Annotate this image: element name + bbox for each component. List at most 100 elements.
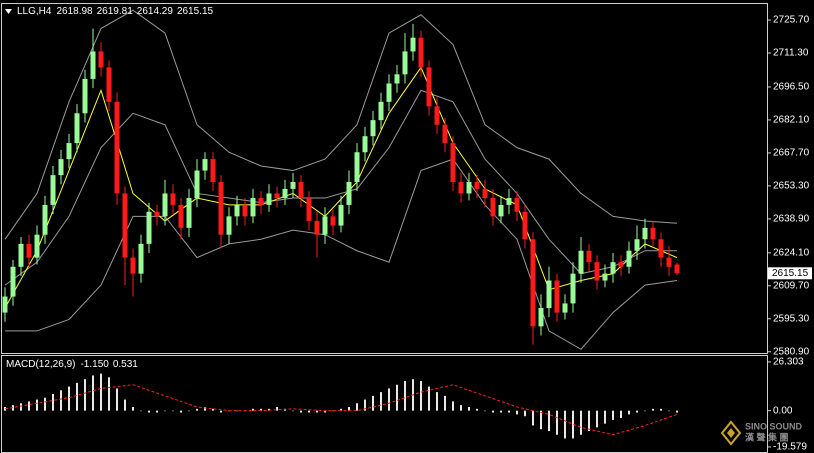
open-value: 2618.98 bbox=[56, 6, 93, 17]
candle-body bbox=[290, 182, 296, 189]
macd-bar bbox=[388, 388, 390, 411]
candle-body bbox=[58, 159, 64, 176]
macd-bar bbox=[396, 384, 398, 411]
candle-body bbox=[298, 182, 304, 199]
macd-bar bbox=[636, 410, 638, 413]
overlay-line bbox=[4, 9, 678, 240]
y-tick-label: 2638.90 bbox=[773, 214, 810, 225]
macd-bar bbox=[332, 410, 334, 412]
macd-bar bbox=[132, 406, 134, 411]
candle-body bbox=[506, 198, 512, 205]
candle-body bbox=[306, 198, 312, 221]
candle-body bbox=[194, 170, 200, 199]
macd-bar bbox=[676, 410, 678, 413]
macd-bar bbox=[668, 410, 670, 412]
candle-body bbox=[546, 280, 552, 309]
macd-bar bbox=[660, 408, 662, 411]
macd-bar bbox=[36, 399, 38, 411]
macd-bar bbox=[316, 410, 318, 413]
macd-bar bbox=[44, 397, 46, 411]
candle-body bbox=[434, 106, 440, 125]
candle-body bbox=[570, 273, 576, 304]
low-value: 2614.29 bbox=[137, 6, 174, 17]
macd-y-tick-label: -19.579 bbox=[773, 442, 807, 453]
candle-body bbox=[226, 216, 232, 235]
macd-bar bbox=[348, 406, 350, 411]
macd-bar bbox=[628, 410, 630, 415]
macd-bar bbox=[428, 386, 430, 411]
macd-bar bbox=[236, 410, 238, 412]
macd-bar bbox=[548, 410, 550, 432]
candle-body bbox=[2, 296, 8, 313]
plot-layer: 2725.70 2711.30 2696.50 2682.10 2667.70 2653.… bbox=[2, 9, 812, 453]
macd-bar bbox=[652, 408, 654, 411]
candle-body bbox=[562, 303, 568, 313]
macd-bar bbox=[540, 410, 542, 430]
macd-bar bbox=[188, 410, 190, 412]
candle-body bbox=[394, 74, 400, 84]
candle-body bbox=[410, 37, 416, 52]
candle-body bbox=[642, 227, 648, 240]
y-tick-label: 2696.50 bbox=[773, 82, 810, 93]
macd-bar bbox=[12, 405, 14, 411]
candle-body bbox=[666, 257, 672, 267]
macd-bar bbox=[292, 410, 294, 412]
current-price-box bbox=[768, 267, 812, 280]
macd-bar bbox=[564, 410, 566, 439]
macd-bar bbox=[364, 399, 366, 411]
candle-body bbox=[490, 198, 496, 217]
candle-body bbox=[74, 113, 80, 144]
candle-body bbox=[594, 262, 600, 281]
candle-body bbox=[418, 37, 424, 68]
candle-body bbox=[458, 182, 464, 194]
macd-bar bbox=[420, 381, 422, 411]
candle-body bbox=[338, 204, 344, 226]
macd-bar bbox=[204, 406, 206, 411]
candle-body bbox=[330, 216, 336, 226]
candle-body bbox=[98, 51, 104, 68]
macd-bar bbox=[252, 408, 254, 411]
macd-bar bbox=[500, 410, 502, 413]
candle-body bbox=[522, 211, 528, 240]
macd-bar bbox=[92, 375, 94, 411]
y-tick-label: 2725.70 bbox=[773, 15, 810, 26]
macd-bar bbox=[372, 395, 374, 411]
candle-body bbox=[26, 243, 32, 258]
macd-bar bbox=[324, 410, 326, 413]
header: LLG,H4 2618.98 2619.81 2614.29 2615.15 bbox=[17, 6, 214, 17]
current-price-label: 2615.15 bbox=[772, 268, 809, 279]
y-tick-label: 2682.10 bbox=[773, 115, 810, 126]
candle-body bbox=[602, 273, 608, 281]
candle-body bbox=[218, 182, 224, 235]
macd-bar bbox=[308, 410, 310, 413]
macd-header: MACD(12,26,9) -1.150 0.531 bbox=[6, 359, 138, 370]
candle-body bbox=[178, 204, 184, 228]
candle-body bbox=[514, 198, 520, 212]
y-tick-label: 2624.10 bbox=[773, 247, 810, 258]
macd-bar bbox=[140, 410, 142, 412]
candle-body bbox=[282, 188, 288, 199]
candle-body bbox=[242, 204, 248, 217]
macd-bar bbox=[196, 408, 198, 411]
macd-bar bbox=[164, 410, 166, 412]
menu-triangle[interactable] bbox=[5, 9, 12, 14]
candle-body bbox=[154, 211, 160, 217]
watermark-logo-core bbox=[727, 428, 735, 438]
macd-bar bbox=[260, 408, 262, 411]
candle-body bbox=[474, 182, 480, 189]
candle-body bbox=[146, 211, 152, 244]
macd-bar bbox=[180, 410, 182, 413]
close-value: 2615.15 bbox=[177, 6, 214, 17]
candle-body bbox=[114, 101, 120, 194]
candle-body bbox=[674, 264, 680, 274]
candle-body bbox=[538, 308, 544, 327]
candle-body bbox=[658, 239, 664, 258]
y-tick-label: 2653.30 bbox=[773, 181, 810, 192]
candle-body bbox=[66, 143, 72, 160]
macd-bar bbox=[460, 405, 462, 411]
candle-body bbox=[378, 101, 384, 121]
macd-bar bbox=[620, 410, 622, 419]
macd-value: -1.150 bbox=[80, 359, 109, 370]
y-tick-label: 2667.70 bbox=[773, 148, 810, 159]
candle-body bbox=[370, 120, 376, 137]
